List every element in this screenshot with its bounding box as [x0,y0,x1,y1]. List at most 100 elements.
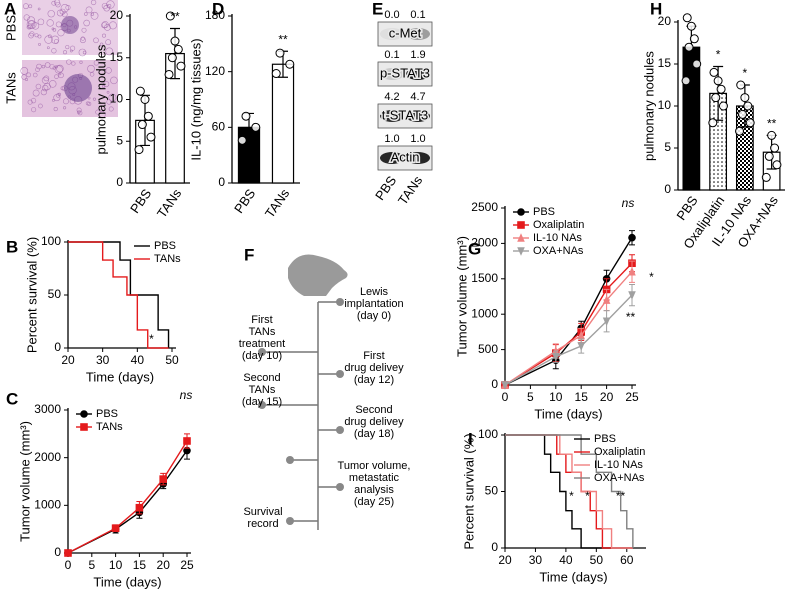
panel-label: I [468,429,473,448]
tissue-texture [76,107,82,113]
marker [577,342,585,351]
x-tick-label: 60 [620,553,634,567]
tissue-texture [56,64,64,73]
data-point [770,143,780,153]
series-line [67,440,188,554]
y-tick-label: 2500 [471,200,498,214]
tissue-texture [26,72,32,78]
y-tick-label: 2000 [34,450,61,464]
legend-label: IL-10 NAs [533,232,582,244]
tissue-nodule [64,74,92,102]
data-point [761,172,771,182]
data-point [137,120,147,130]
y-axis-title: IL-10 (ng/mg tissues) [188,38,203,160]
tissue-texture [101,21,109,29]
panel-label: D [212,0,224,18]
data-point [689,34,699,44]
tissue-texture [59,8,66,15]
tissue-texture [43,75,50,82]
schematic-lines [258,254,348,530]
data-point [167,53,177,63]
tissue-texture [109,21,117,30]
marker [517,233,525,242]
legend-label: IL-10 NAs [594,459,643,471]
blot-band [406,110,430,122]
y-axis-title: Percent survival (%) [461,433,476,549]
schematic-label: Second [243,372,280,384]
y-tick-label: 10 [110,92,124,106]
tissue-texture [54,74,59,79]
y-axis-title: Percent survival (%) [24,237,39,353]
data-point [718,101,728,111]
schematic-label: (day 15) [242,396,282,408]
tissue-texture [106,0,115,9]
tissue-texture [84,12,88,16]
data-point [681,76,691,86]
y-tick-label: 3000 [34,402,61,416]
annotation: * [149,332,154,346]
data-point [735,126,745,136]
x-tick-label: 20 [61,353,75,367]
data-point [143,111,153,121]
data-point [285,59,295,69]
significance: * [743,66,748,80]
schematic-label: (day 0) [357,310,391,322]
marker [628,233,636,242]
schematic-label: Second [355,404,392,416]
panel-label: A [4,0,16,18]
blot-band [406,152,430,164]
tissue-texture [46,46,50,50]
data-point [716,84,726,94]
tissue-texture [27,99,33,105]
marker [183,437,191,445]
marker [628,291,636,300]
annotation: ns [622,196,635,210]
tissue-texture [93,60,99,66]
data-point [772,160,782,170]
y-tick-label: 120 [205,64,225,78]
schematic-label: Survival [243,506,282,518]
panel-label: H [650,0,662,18]
blot-row-label: t-STAT3 [382,107,428,122]
x-tick-label: 20 [600,390,614,404]
y-tick-label: 0 [664,182,671,196]
schematic-label: (day 25) [354,496,394,508]
tissue-texture [93,37,99,44]
schematic-label: Lewis [360,286,389,298]
tissue-texture [46,19,54,27]
data-point [275,48,285,58]
mouse-icon [288,254,348,296]
data-point [682,13,692,23]
tissue-texture [51,27,55,31]
tissue-texture [31,22,40,30]
blot-row-label: c-Met [389,25,422,40]
blot-frame [377,21,433,47]
tissue-texture [105,39,112,46]
tissue-texture [41,64,46,69]
schematic-label: (day 10) [242,350,282,362]
data-point [251,122,261,132]
tissue-texture [69,49,73,53]
marker [501,381,509,390]
panel-label: E [372,0,383,18]
data-point [170,36,180,46]
schematic-label: (day 12) [354,374,394,386]
y-tick-label: 100 [478,427,498,441]
data-point [711,93,721,103]
x-tick-label: 5 [88,558,95,572]
data-point [146,132,156,142]
x-tick-label: 20 [498,553,512,567]
data-point [713,76,723,86]
tissue-texture [52,66,56,70]
tissue-texture [83,19,90,27]
y-tick-label: 180 [205,8,225,22]
y-tick-label: 50 [48,287,62,301]
schematic-label: TANs [249,326,276,338]
tissue-texture [77,110,83,116]
x-tick-label: 30 [529,553,543,567]
timeline-dot [258,401,266,409]
schematic-label: metastatic [349,472,400,484]
marker [517,208,525,216]
blot-band [380,110,404,122]
